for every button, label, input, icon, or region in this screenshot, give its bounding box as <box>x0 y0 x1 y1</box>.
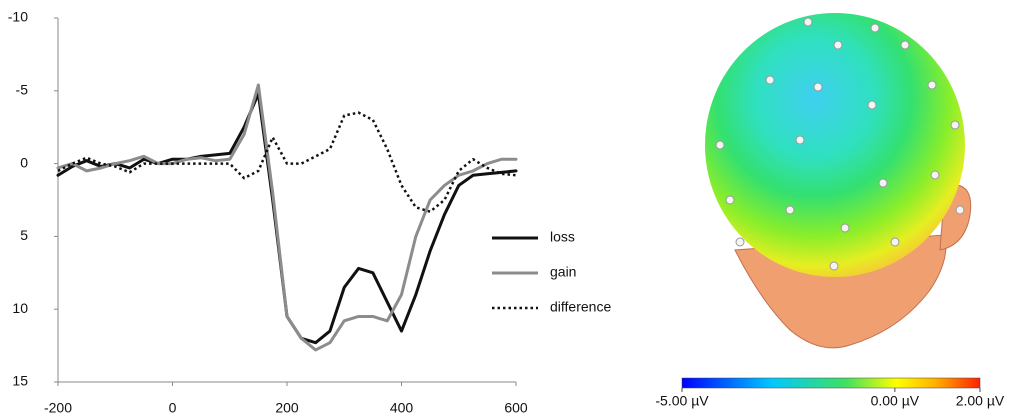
colorbar-label: -5.00 µV <box>655 393 709 409</box>
y-tick-label: -10 <box>8 9 28 25</box>
y-tick-label: 0 <box>20 154 28 170</box>
x-tick-label: 200 <box>275 400 299 416</box>
series-line <box>58 85 516 350</box>
legend-label: difference <box>550 299 611 315</box>
legend-label: gain <box>550 264 576 280</box>
page: -10 -5 0 5 10 15 -200 0 200 400 600 loss gain differe… <box>0 0 1013 420</box>
y-tick-label: -5 <box>16 82 29 98</box>
colorbar-label: 2.00 µV <box>956 393 1005 409</box>
colorbar <box>682 378 980 388</box>
x-tick-label: 400 <box>390 400 414 416</box>
y-tick-label: 15 <box>12 373 28 389</box>
y-tick-label: 10 <box>12 300 28 316</box>
figure: -10 -5 0 5 10 15 -200 0 200 400 600 loss gain differe… <box>0 0 1013 420</box>
x-tick-label: -200 <box>44 400 72 416</box>
x-tick-label: 600 <box>504 400 528 416</box>
y-tick-label: 5 <box>20 227 28 243</box>
colorbar-label: 0.00 µV <box>871 393 920 409</box>
scalp <box>705 13 965 277</box>
head-map <box>705 13 971 348</box>
legend-label: loss <box>550 229 575 245</box>
x-tick-label: 0 <box>169 400 177 416</box>
